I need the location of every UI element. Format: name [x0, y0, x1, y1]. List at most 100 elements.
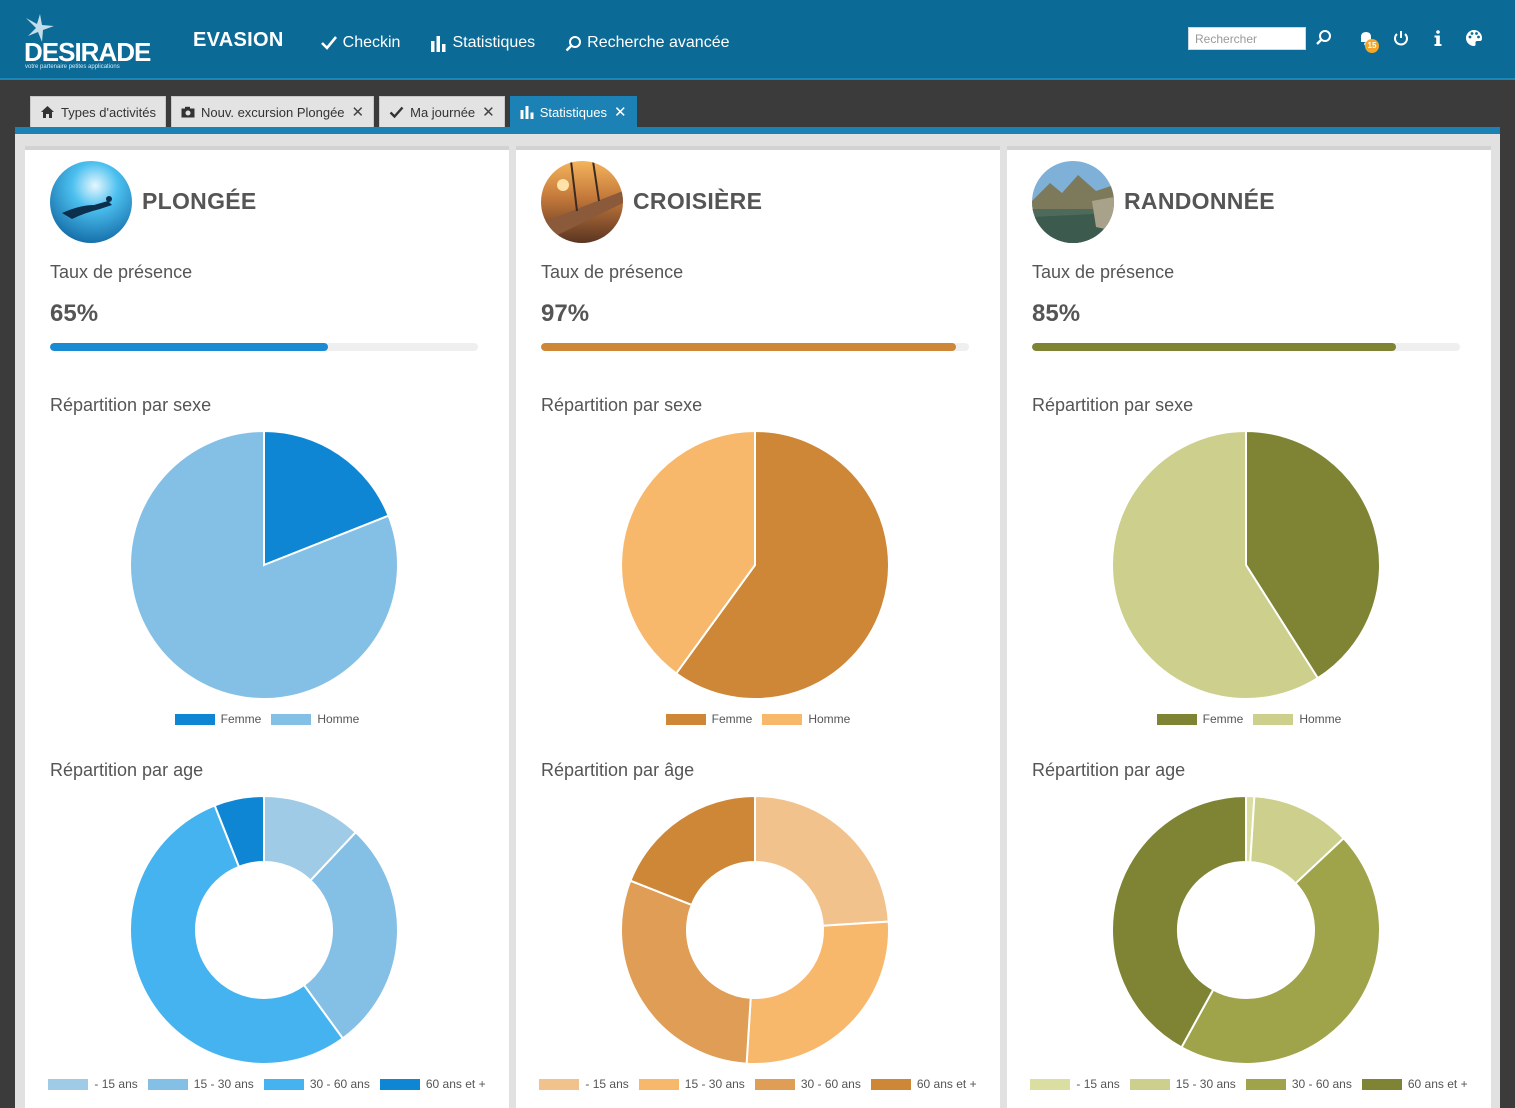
legend-item[interactable]: 30 - 60 ans [754, 1077, 861, 1091]
slice-homme[interactable] [620, 429, 756, 675]
legend-swatch [638, 1078, 679, 1090]
legend-swatch [379, 1078, 420, 1090]
tab-label: Types d'activités [61, 104, 156, 120]
sex-pie-chart [1111, 429, 1381, 700]
slice-30-60-ans[interactable] [1180, 836, 1381, 1065]
legend-item[interactable]: 30 - 60 ans [1245, 1077, 1352, 1091]
legend-item[interactable]: Femme [174, 712, 262, 726]
legend-item[interactable]: 60 ans et + [870, 1077, 977, 1091]
tab-underline [15, 127, 1500, 134]
tab-types-activites[interactable]: Types d'activités [30, 96, 166, 127]
top-bar: DESIRADE votre partenaire petites applic… [0, 0, 1515, 80]
legend-swatch [1129, 1078, 1170, 1090]
slice-homme[interactable] [129, 429, 399, 700]
legend-label: - 15 ans [1076, 1077, 1120, 1091]
tab-nouv-excursion[interactable]: Nouv. excursion Plongée ✕ [170, 96, 375, 127]
bar-chart-icon [431, 35, 446, 52]
slice-60-ans-et[interactable] [629, 794, 756, 907]
legend-item[interactable]: 15 - 30 ans [638, 1077, 745, 1091]
presence-label: Taux de présence [50, 262, 193, 282]
tab-statistiques[interactable]: Statistiques ✕ [509, 96, 637, 127]
nav-checkin[interactable]: Checkin [320, 34, 401, 52]
legend-swatch [147, 1078, 188, 1090]
slice-60-ans-et[interactable] [213, 794, 265, 869]
legend-item[interactable]: - 15 ans [1030, 1077, 1120, 1091]
sex-chart-title: Répartition par sexe [541, 395, 703, 415]
nav-recherche-avancee[interactable]: Recherche avancée [565, 34, 729, 52]
close-icon[interactable]: ✕ [613, 104, 627, 121]
logo-text: DESIRADE [24, 37, 151, 67]
slice-60-ans-et[interactable] [1111, 794, 1247, 1049]
legend-label: Femme [711, 712, 753, 726]
desirade-logo[interactable]: DESIRADE votre partenaire petites applic… [22, 14, 151, 72]
main-nav: EVASION Checkin Statistiques Recherche a… [193, 22, 759, 58]
check-icon [320, 36, 337, 50]
search-input[interactable] [1188, 27, 1306, 50]
slice-30-60-ans[interactable] [620, 879, 752, 1065]
mountain-avatar [1032, 161, 1114, 243]
power-icon[interactable] [1391, 28, 1411, 48]
legend-item[interactable]: - 15 ans [48, 1077, 138, 1091]
legend-item[interactable]: Femme [665, 712, 753, 726]
age-legend: - 15 ans 15 - 30 ans 30 - 60 ans 60 ans et … [516, 1077, 1000, 1091]
camera-icon [181, 106, 195, 118]
legend-swatch [48, 1078, 89, 1090]
legend-label: Homme [1299, 712, 1342, 726]
age-legend: - 15 ans 15 - 30 ans 30 - 60 ans 60 ans et … [25, 1077, 509, 1091]
bar-chart-icon [520, 106, 534, 119]
legend-swatch [762, 713, 803, 725]
legend-label: 15 - 30 ans [193, 1077, 254, 1091]
nav-statistiques[interactable]: Statistiques [430, 34, 535, 52]
legend-item[interactable]: - 15 ans [539, 1077, 629, 1091]
slice-femme[interactable] [674, 429, 890, 700]
slice-femme[interactable] [263, 429, 390, 567]
legend-swatch [1156, 713, 1197, 725]
legend-label: Homme [808, 712, 851, 726]
tab-label: Ma journée [410, 104, 476, 120]
info-icon[interactable] [1428, 28, 1448, 48]
sex-legend: Femme Homme [1007, 712, 1491, 726]
slice-15-30-ans[interactable] [745, 920, 890, 1065]
close-icon[interactable]: ✕ [482, 104, 495, 121]
legend-item[interactable]: 60 ans et + [1361, 1077, 1468, 1091]
legend-item[interactable]: 15 - 30 ans [1129, 1077, 1236, 1091]
close-icon[interactable]: ✕ [351, 104, 365, 121]
legend-label: 30 - 60 ans [309, 1077, 370, 1091]
legend-swatch [271, 713, 312, 725]
star-logo-icon [26, 14, 54, 42]
legend-item[interactable]: 30 - 60 ans [263, 1077, 370, 1091]
sex-pie-chart [129, 429, 399, 700]
app-name[interactable]: EVASION [193, 28, 284, 51]
slice-15-30-ans[interactable] [302, 830, 399, 1040]
nav-checkin-label: Checkin [342, 34, 401, 51]
presence-percentage: 97% [541, 300, 590, 327]
legend-swatch [174, 713, 215, 725]
panel-plongee: PLONGÉE Taux de présence 65% Répartition… [25, 146, 509, 1108]
notification-badge: 15 [1365, 39, 1379, 53]
presence-progress-bar [1032, 343, 1460, 351]
legend-item[interactable]: Homme [271, 712, 359, 726]
home-icon [41, 106, 54, 118]
presence-progress-fill [1032, 343, 1396, 351]
legend-item[interactable]: 60 ans et + [379, 1077, 486, 1091]
presence-label: Taux de présence [1032, 262, 1175, 282]
tab-ma-journee[interactable]: Ma journée ✕ [379, 96, 505, 127]
palette-icon[interactable] [1464, 28, 1484, 48]
slice-homme[interactable] [1111, 429, 1320, 700]
legend-item[interactable]: 15 - 30 ans [147, 1077, 254, 1091]
slice-30-60-ans[interactable] [129, 804, 345, 1065]
presence-progress-fill [541, 343, 957, 351]
search-icon[interactable] [1314, 28, 1334, 48]
slice-15-ans[interactable] [754, 794, 890, 927]
legend-swatch [665, 713, 706, 725]
legend-item[interactable]: Homme [1253, 712, 1341, 726]
legend-item[interactable]: Homme [762, 712, 850, 726]
legend-label: 30 - 60 ans [1291, 1077, 1352, 1091]
legend-label: 15 - 30 ans [1175, 1077, 1236, 1091]
legend-item[interactable]: Femme [1156, 712, 1243, 726]
presence-progress-bar [50, 343, 478, 351]
legend-swatch [263, 1078, 304, 1090]
diver-avatar [50, 161, 132, 243]
sex-pie-chart [620, 429, 890, 700]
legend-label: Femme [220, 712, 262, 726]
